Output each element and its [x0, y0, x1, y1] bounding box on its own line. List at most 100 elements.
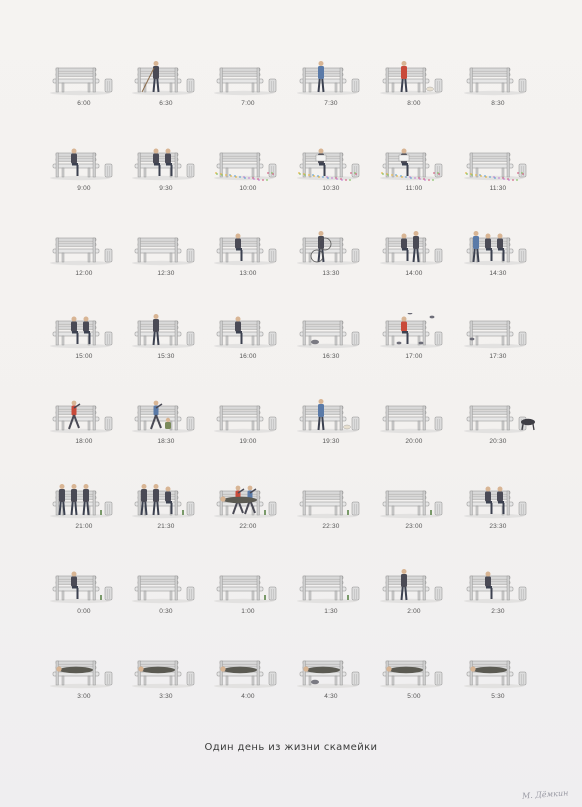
time-label: 12:30 [157, 270, 175, 277]
stander-figure [412, 231, 420, 263]
scene-cell: 12:00 [48, 230, 130, 300]
time-label: 1:30 [324, 608, 338, 615]
time-label: 20:30 [489, 438, 507, 445]
reader-figure [315, 148, 327, 176]
scene-cell: 22:30 [295, 483, 377, 553]
bench-scene [132, 61, 195, 96]
bench-scene [297, 148, 360, 181]
scene-cell: 9:30 [130, 145, 212, 215]
trash-bin [351, 416, 360, 431]
trash-bin [268, 416, 277, 431]
bench-scene [214, 233, 277, 266]
bench-scene [380, 231, 443, 266]
bench-scene [297, 320, 360, 349]
bench [50, 152, 110, 181]
trash-bin [104, 163, 113, 178]
bench [464, 490, 524, 519]
scene-cell: 6:30 [130, 60, 212, 130]
confetti-prop [381, 172, 440, 181]
dancer-figure [150, 400, 163, 430]
scene-cell: 18:30 [130, 398, 212, 468]
bottle-prop [264, 510, 266, 515]
trash-bin [104, 248, 113, 263]
scene-cell: 8:00 [378, 60, 460, 130]
bench-scene [380, 660, 443, 689]
bench [214, 237, 274, 266]
time-label: 4:00 [241, 693, 255, 700]
cat-prop [311, 339, 319, 345]
bench-scene [464, 571, 527, 604]
trash-bin [186, 163, 195, 178]
scene-cell: 0:30 [130, 568, 212, 638]
bench-scene [132, 148, 195, 181]
scene-cell: 20:30 [462, 398, 544, 468]
scene-cell: 14:30 [462, 230, 544, 300]
stander-figure [152, 314, 160, 346]
time-label: 9:30 [159, 185, 173, 192]
trash-bin [351, 78, 360, 93]
bench [132, 405, 192, 434]
confetti-prop [465, 172, 524, 181]
time-label: 17:30 [489, 353, 507, 360]
bench-scene [50, 400, 113, 434]
bench-scene [297, 61, 360, 96]
trash-bin [104, 501, 113, 516]
sitter-figure [401, 233, 409, 261]
lying-figure [386, 666, 423, 674]
reader-figure [398, 148, 410, 176]
bench [50, 405, 110, 434]
trash-bin [104, 416, 113, 431]
trash-bin [434, 78, 443, 93]
time-label: 12:00 [75, 270, 93, 277]
bench [464, 320, 524, 349]
bench-scene [214, 660, 277, 689]
sitter-figure [497, 486, 505, 514]
scene-cell: 17:00 [378, 313, 460, 383]
bench [297, 490, 357, 519]
lying-figure [220, 496, 257, 504]
bench [132, 152, 192, 181]
scene-cell: 5:30 [462, 653, 544, 723]
bench-scene [464, 486, 527, 519]
time-label: 7:30 [324, 100, 338, 107]
scene-cell: 1:00 [212, 568, 294, 638]
scene-cell: 18:00 [48, 398, 130, 468]
time-label: 14:00 [405, 270, 423, 277]
bench-scene [214, 152, 277, 181]
time-label: 17:00 [405, 353, 423, 360]
time-label: 5:30 [491, 693, 505, 700]
sitter-figure [71, 571, 79, 599]
scene-cell: 20:00 [378, 398, 460, 468]
trash-bin [518, 501, 527, 516]
bench-scene [214, 67, 277, 96]
trash-bin [186, 671, 195, 686]
time-label: 6:30 [159, 100, 173, 107]
time-label: 1:00 [241, 608, 255, 615]
bench-scene [297, 575, 360, 604]
trash-bin [518, 163, 527, 178]
bench-scene [214, 575, 277, 604]
walker-figure [472, 231, 480, 263]
trash-bin [351, 331, 360, 346]
scene-cell: 16:30 [295, 313, 377, 383]
walker-figure [400, 61, 408, 93]
bench-scene [50, 484, 113, 519]
scene-cell: 2:00 [378, 568, 460, 638]
pigeon-prop [469, 337, 475, 341]
bench-scene [132, 314, 195, 349]
trash-bin [518, 671, 527, 686]
scene-cell: 21:30 [130, 483, 212, 553]
scene-cell: 3:30 [130, 653, 212, 723]
time-label: 13:30 [322, 270, 340, 277]
time-label: 5:00 [407, 693, 421, 700]
bench-scene [297, 231, 360, 266]
scene-cell: 22:00 [212, 483, 294, 553]
confetti-prop [298, 172, 357, 181]
scene-cell: 2:30 [462, 568, 544, 638]
trash-bin [268, 501, 277, 516]
big-dog-prop [521, 418, 535, 431]
lying-figure [470, 666, 507, 674]
bench [297, 660, 357, 689]
bench [380, 575, 440, 604]
